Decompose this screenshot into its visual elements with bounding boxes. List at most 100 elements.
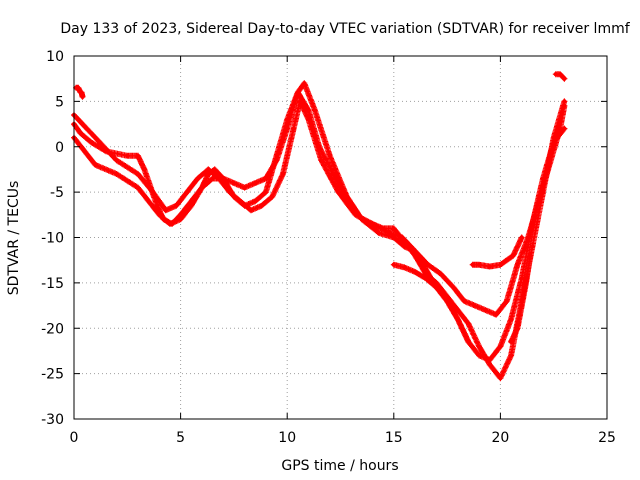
data-point bbox=[536, 199, 541, 204]
data-point bbox=[114, 171, 119, 177]
data-point bbox=[519, 235, 524, 240]
x-tick-label: 15 bbox=[385, 430, 403, 446]
data-point bbox=[493, 312, 499, 317]
data-point bbox=[423, 276, 428, 281]
data-point bbox=[76, 85, 81, 90]
data-point bbox=[515, 262, 520, 267]
data-point bbox=[483, 307, 488, 313]
data-point bbox=[557, 71, 563, 77]
data-point bbox=[391, 226, 396, 231]
series-seg-late-a bbox=[390, 261, 472, 345]
data-point bbox=[184, 189, 190, 195]
data-point bbox=[231, 180, 237, 186]
data-point bbox=[455, 307, 460, 313]
data-point bbox=[504, 298, 509, 304]
x-axis-label: GPS time / hours bbox=[281, 458, 398, 474]
data-point bbox=[295, 90, 301, 95]
data-point bbox=[238, 199, 243, 204]
x-tick-label: 10 bbox=[278, 430, 296, 446]
data-point bbox=[253, 199, 258, 204]
data-point bbox=[466, 321, 471, 326]
data-point bbox=[80, 94, 85, 100]
y-tick-label: 5 bbox=[55, 94, 64, 110]
data-point bbox=[508, 353, 514, 358]
data-point bbox=[302, 81, 307, 86]
data-point bbox=[391, 262, 396, 267]
data-point bbox=[562, 76, 567, 81]
x-tick-label: 5 bbox=[176, 430, 185, 446]
data-point bbox=[508, 316, 514, 322]
y-tick-label: 0 bbox=[55, 140, 64, 156]
data-point bbox=[319, 158, 324, 163]
series-markers bbox=[71, 80, 568, 363]
data-point bbox=[125, 153, 130, 159]
data-point bbox=[425, 262, 431, 267]
series-track-b bbox=[71, 89, 568, 382]
data-point bbox=[557, 126, 563, 131]
data-point bbox=[195, 176, 200, 181]
data-point bbox=[167, 221, 173, 227]
data-point bbox=[476, 344, 482, 349]
data-point bbox=[470, 262, 475, 267]
data-point bbox=[135, 171, 141, 177]
data-point bbox=[285, 117, 290, 122]
data-point bbox=[227, 189, 232, 195]
data-point bbox=[327, 153, 333, 159]
data-point bbox=[80, 121, 85, 127]
data-point bbox=[412, 248, 418, 254]
data-point bbox=[253, 180, 258, 186]
data-point bbox=[508, 339, 514, 345]
data-point bbox=[434, 285, 439, 290]
chart-title: Day 133 of 2023, Sidereal Day-to-day VTE… bbox=[60, 21, 630, 37]
data-point bbox=[519, 276, 524, 281]
series-seg-end bbox=[552, 71, 568, 82]
data-point bbox=[212, 167, 217, 172]
series-track-c bbox=[71, 98, 568, 318]
data-point bbox=[562, 103, 567, 109]
ticks: 0 5 10 15 20 25 10 5 0 -5 -10 -15 -20 -25 -30 bbox=[41, 49, 616, 446]
data-points bbox=[71, 71, 568, 382]
data-point bbox=[135, 153, 141, 159]
data-point bbox=[498, 262, 503, 267]
data-point bbox=[210, 176, 215, 181]
data-point bbox=[530, 244, 535, 249]
data-point bbox=[498, 344, 503, 349]
data-point bbox=[466, 339, 471, 345]
data-point bbox=[274, 153, 279, 159]
data-point bbox=[270, 194, 275, 199]
y-tick-label: -10 bbox=[41, 231, 64, 247]
data-point bbox=[455, 316, 460, 322]
data-point bbox=[562, 99, 567, 104]
data-point bbox=[472, 303, 478, 308]
data-point bbox=[515, 326, 520, 331]
data-point bbox=[263, 189, 269, 195]
data-point bbox=[78, 130, 83, 136]
data-point bbox=[412, 269, 418, 275]
data-point bbox=[242, 185, 247, 190]
data-point bbox=[82, 149, 87, 154]
y-tick-label: -15 bbox=[41, 276, 64, 292]
y-tick-label: -5 bbox=[50, 185, 64, 201]
data-point bbox=[259, 203, 264, 208]
data-point bbox=[79, 90, 84, 95]
data-point bbox=[178, 217, 183, 222]
data-point bbox=[523, 280, 529, 286]
data-point bbox=[547, 162, 552, 168]
data-point bbox=[312, 108, 318, 113]
data-point bbox=[88, 140, 94, 145]
data-point bbox=[297, 99, 303, 104]
data-point bbox=[461, 298, 467, 304]
data-point bbox=[370, 221, 375, 227]
data-point bbox=[353, 212, 358, 218]
y-axis-label: SDTVAR / TECUs bbox=[6, 181, 22, 296]
data-point bbox=[280, 171, 286, 177]
data-point bbox=[487, 264, 492, 269]
data-point bbox=[553, 71, 559, 77]
data-point bbox=[157, 212, 162, 218]
data-point bbox=[336, 189, 341, 195]
x-tick-label: 20 bbox=[491, 430, 509, 446]
data-point bbox=[291, 126, 296, 131]
data-point bbox=[498, 375, 503, 381]
data-point bbox=[525, 235, 531, 240]
